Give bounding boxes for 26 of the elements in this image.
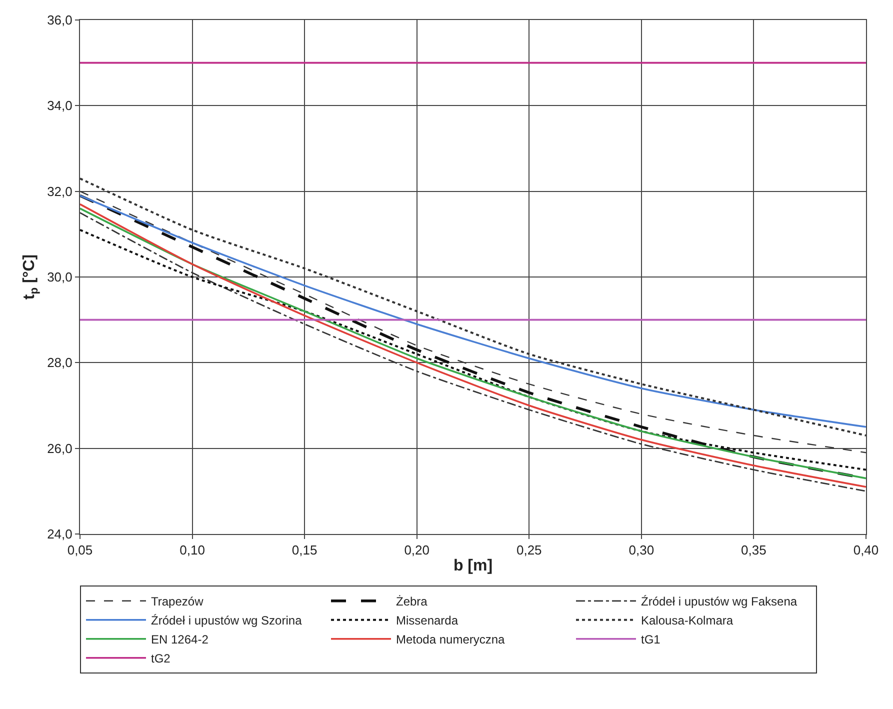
legend-label: Metoda numeryczna — [396, 632, 506, 647]
legend-label: tG2 — [151, 652, 171, 666]
x-tick-label: 0,30 — [628, 542, 654, 558]
x-tick-label: 0,15 — [292, 542, 318, 558]
legend-label: Źródeł i upustów wg Faksena — [641, 594, 798, 609]
legend-label: tG1 — [641, 632, 661, 647]
x-tick-label: 0,05 — [67, 542, 93, 558]
x-axis-title: b [m] — [453, 557, 493, 574]
legend-label: Żebra — [396, 594, 428, 609]
legend-label: Missenarda — [396, 614, 458, 628]
legend-label: Trapezów — [151, 594, 204, 609]
x-tick-label: 0,25 — [516, 542, 542, 558]
x-tick-label: 0,20 — [404, 542, 430, 558]
legend-label: Kalousa-Kolmara — [641, 614, 734, 628]
x-tick-label: 0,10 — [180, 542, 205, 558]
x-tick-label: 0,40 — [853, 542, 879, 558]
y-tick-label: 30,0 — [47, 270, 72, 285]
y-tick-label: 28,0 — [47, 355, 72, 370]
y-tick-label: 36,0 — [47, 12, 72, 28]
legend-label: Źródeł i upustów wg Szorina — [151, 614, 302, 628]
legend-label: EN 1264-2 — [151, 632, 209, 647]
x-tick-label: 0,35 — [741, 542, 766, 558]
y-tick-label: 34,0 — [47, 98, 72, 114]
y-tick-label: 32,0 — [47, 184, 72, 199]
y-tick-label: 26,0 — [47, 440, 72, 456]
y-tick-label: 24,0 — [47, 526, 72, 542]
